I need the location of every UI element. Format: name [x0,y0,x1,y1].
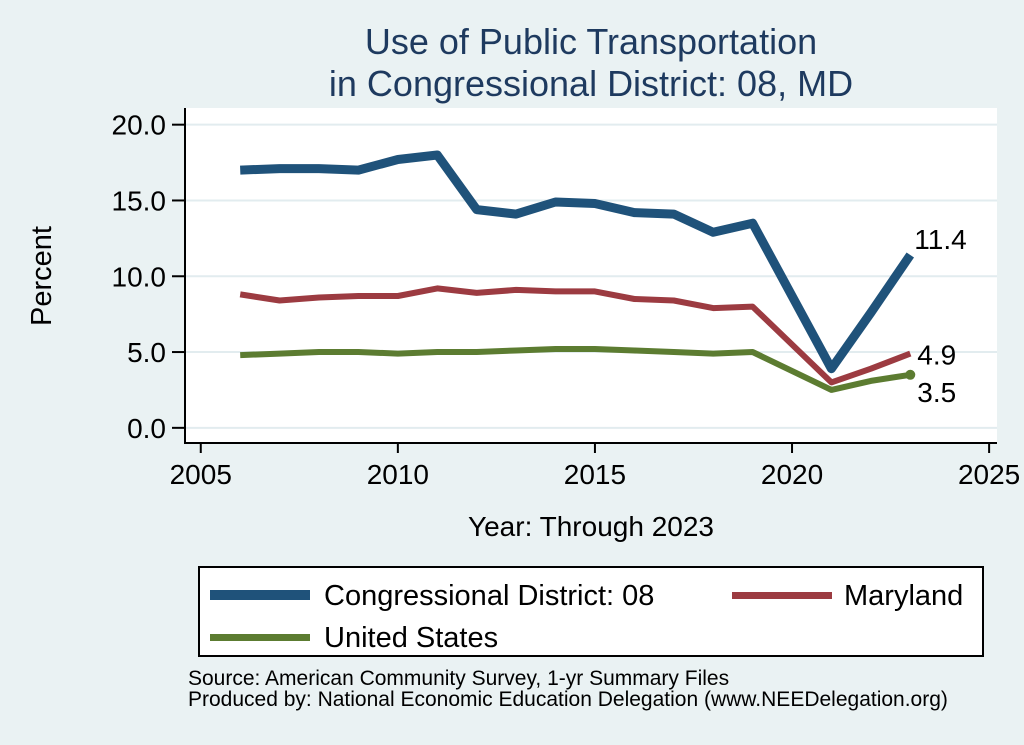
x-tick-label: 2025 [958,459,1020,490]
x-tick-label: 2015 [564,459,626,490]
source-note: Source: American Community Survey, 1-yr … [188,668,948,710]
x-axis-label: Year: Through 2023 [468,511,714,542]
series-line-united-states [240,346,911,393]
legend-swatch-congressional-district [210,590,310,600]
y-tick-label: 0.0 [127,413,166,444]
legend-swatch-maryland [732,592,832,599]
end-value-label: 11.4 [914,224,966,255]
x-tick-label: 2005 [170,459,232,490]
legend-label-maryland: Maryland [844,580,964,612]
end-value-label: 4.9 [917,340,956,371]
x-tick-label: 2020 [761,459,823,490]
source-line-2: Produced by: National Economic Education… [188,688,948,711]
y-tick-label: 10.0 [112,261,167,292]
page-title: Use of Public Transportation in Congress… [185,21,997,105]
legend-label-congressional-district: Congressional District: 08 [324,580,655,612]
legend-swatch-united-states [210,634,310,641]
y-tick-label: 5.0 [127,337,166,368]
y-tick-label: 15.0 [112,185,167,216]
title-line-1: Use of Public Transportation [364,21,818,62]
title-line-2: in Congressional District: 08, MD [328,63,854,104]
end-value-label: 3.5 [917,377,956,408]
y-axis-label: Percent [26,226,58,326]
series-line-maryland [239,285,912,386]
series-end-marker [905,369,916,380]
source-line-1: Source: American Community Survey, 1-yr … [188,667,730,690]
series-line-congressional-district-08 [240,150,915,374]
y-tick-label: 20.0 [112,110,167,141]
legend-label-united-states: United States [324,622,499,654]
legend: Congressional District: 08 Maryland Unit… [198,566,984,657]
x-tick-label: 2010 [367,459,429,490]
